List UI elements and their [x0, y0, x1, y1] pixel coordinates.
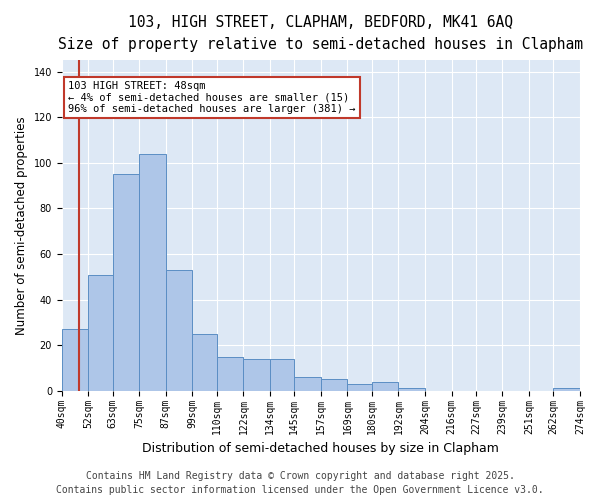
Title: 103, HIGH STREET, CLAPHAM, BEDFORD, MK41 6AQ
Size of property relative to semi-d: 103, HIGH STREET, CLAPHAM, BEDFORD, MK41…: [58, 15, 583, 52]
Bar: [372, 382, 398, 391]
Bar: [553, 388, 580, 391]
Y-axis label: Number of semi-detached properties: Number of semi-detached properties: [15, 116, 28, 335]
X-axis label: Distribution of semi-detached houses by size in Clapham: Distribution of semi-detached houses by …: [142, 442, 499, 455]
Bar: [139, 154, 166, 391]
Bar: [295, 377, 321, 391]
Bar: [270, 359, 295, 391]
Bar: [217, 356, 244, 391]
Bar: [62, 329, 88, 391]
Bar: [166, 270, 193, 391]
Text: Contains HM Land Registry data © Crown copyright and database right 2025.
Contai: Contains HM Land Registry data © Crown c…: [56, 471, 544, 495]
Bar: [398, 388, 425, 391]
Bar: [88, 274, 113, 391]
Bar: [347, 384, 372, 391]
Bar: [113, 174, 139, 391]
Bar: [244, 359, 270, 391]
Bar: [193, 334, 217, 391]
Bar: [321, 380, 347, 391]
Text: 103 HIGH STREET: 48sqm
← 4% of semi-detached houses are smaller (15)
96% of semi: 103 HIGH STREET: 48sqm ← 4% of semi-deta…: [68, 81, 356, 114]
